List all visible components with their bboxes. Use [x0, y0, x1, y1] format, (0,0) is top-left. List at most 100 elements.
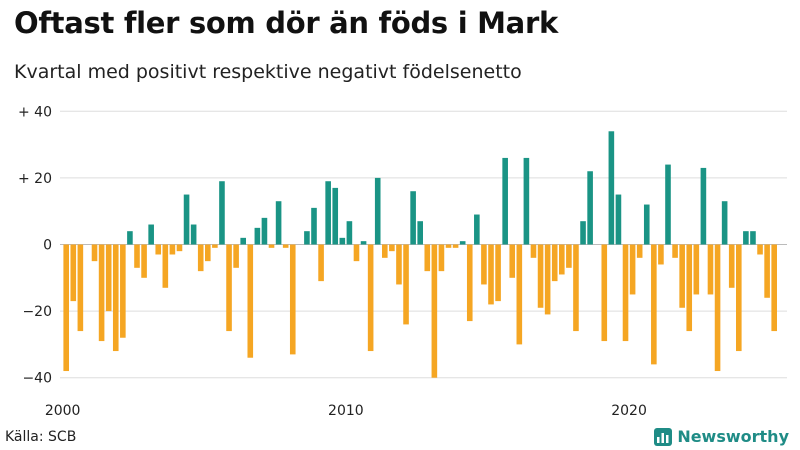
bar [339, 237, 346, 245]
bar [169, 244, 176, 255]
bar [389, 244, 395, 252]
bar [728, 244, 735, 288]
bar [651, 244, 657, 365]
bar [438, 244, 445, 272]
bar [757, 244, 763, 255]
bar [367, 244, 374, 352]
bar [764, 244, 770, 298]
bar [608, 131, 615, 245]
bar [332, 187, 339, 245]
bar [629, 244, 636, 295]
bar [70, 244, 77, 302]
bar [410, 191, 416, 245]
y-axis-ticks: + 40 + 20 0 −20 −40 [18, 104, 52, 386]
bar [197, 244, 204, 272]
bar [431, 244, 438, 378]
bar [176, 244, 183, 252]
bar [226, 244, 232, 332]
bar [771, 244, 777, 332]
bar [247, 244, 254, 358]
source-label: Källa: SCB [5, 429, 77, 445]
bar [672, 244, 678, 258]
bar [580, 221, 586, 245]
bar [311, 207, 317, 245]
bar [643, 204, 650, 245]
y-tick-label: 0 [43, 238, 52, 254]
x-axis-ticks: 2000 2010 2020 [45, 403, 647, 419]
bar [551, 244, 558, 282]
bar [693, 244, 700, 295]
grid-lines [60, 110, 787, 379]
bar [275, 201, 282, 245]
bar [665, 164, 671, 245]
bar [523, 157, 530, 245]
bar [537, 244, 544, 308]
bar [325, 181, 331, 245]
bar [516, 244, 523, 345]
bar [77, 244, 84, 332]
bar [573, 244, 579, 332]
bar [615, 194, 622, 245]
y-tick-label: + 20 [18, 171, 52, 187]
bar [205, 244, 211, 262]
bar [304, 231, 310, 245]
bar [155, 244, 162, 255]
bar [679, 244, 685, 308]
bar [289, 244, 296, 355]
bar [544, 244, 551, 315]
bar [91, 244, 98, 262]
y-tick-label: + 40 [18, 104, 52, 120]
bar [134, 244, 140, 268]
bar [481, 244, 487, 285]
bar [148, 224, 154, 245]
bar [233, 244, 239, 268]
bar [452, 244, 459, 248]
bar [721, 201, 728, 245]
bar [750, 231, 756, 245]
bar [98, 244, 105, 342]
bar [105, 244, 112, 312]
bar [658, 244, 664, 265]
bar-chart-logo-icon [654, 427, 673, 446]
y-tick-label: −20 [22, 304, 52, 320]
bar [346, 221, 353, 245]
bars [63, 131, 777, 378]
bar [530, 244, 537, 258]
bar [382, 244, 388, 258]
bar [212, 244, 218, 248]
bar [736, 244, 742, 352]
bar [403, 244, 409, 325]
bar [622, 244, 629, 342]
bar [63, 244, 69, 372]
chart-subtitle: Kvartal med positivt respektive negativt… [14, 61, 522, 83]
bar [686, 244, 693, 332]
bar [396, 244, 402, 285]
bar [743, 231, 749, 245]
bar [183, 194, 190, 245]
bar [587, 171, 593, 245]
brand-name: Newsworthy [677, 427, 789, 446]
bar [417, 221, 423, 245]
x-tick-label: 2010 [328, 403, 364, 419]
bar [268, 244, 275, 248]
bar [700, 167, 707, 245]
bar [474, 214, 480, 245]
bar [502, 157, 508, 245]
bar [601, 244, 608, 342]
bar [636, 244, 643, 258]
bar [261, 217, 268, 245]
bar [445, 244, 452, 248]
bar [559, 244, 565, 275]
bar [509, 244, 516, 278]
bar [318, 244, 324, 282]
chart-title: Oftast fler som dör än föds i Mark [14, 6, 558, 40]
bar [374, 177, 381, 245]
x-tick-label: 2000 [45, 403, 81, 419]
y-tick-label: −40 [22, 371, 52, 387]
bar [127, 231, 133, 245]
brand-logo[interactable]: Newsworthy [654, 427, 789, 446]
bar [240, 237, 246, 245]
bar [495, 244, 501, 302]
bar [282, 244, 289, 248]
bar [219, 181, 225, 245]
